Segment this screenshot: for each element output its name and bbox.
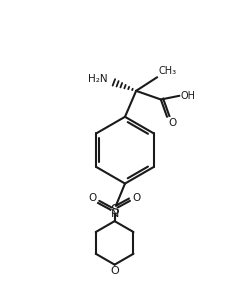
Text: H₂N: H₂N (88, 74, 108, 84)
Text: O: O (168, 118, 176, 128)
Text: O: O (88, 193, 97, 203)
Text: O: O (110, 266, 119, 276)
Text: OH: OH (181, 91, 196, 101)
Text: S: S (110, 202, 119, 217)
Text: CH₃: CH₃ (158, 66, 176, 76)
Text: N: N (110, 209, 119, 219)
Text: O: O (132, 193, 141, 203)
